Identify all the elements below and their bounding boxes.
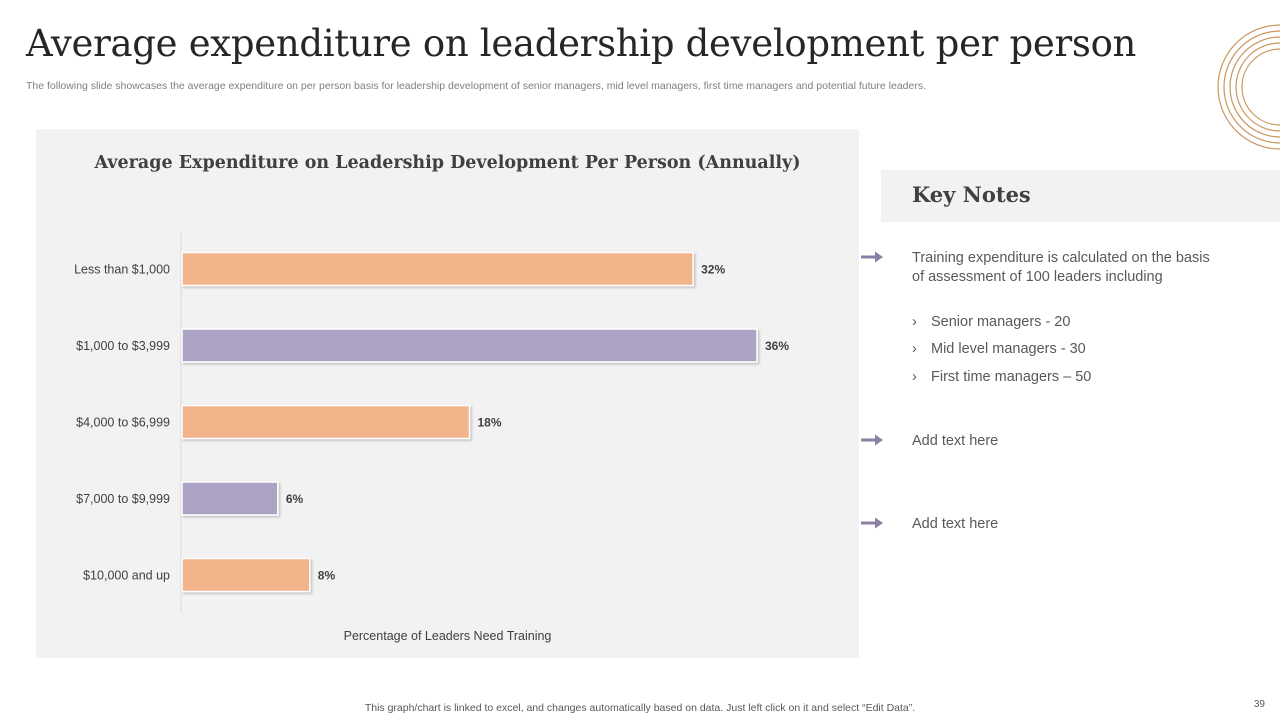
- right-arrow-icon: [861, 251, 883, 263]
- bullet-chevron-icon: ›: [912, 314, 917, 330]
- bar: [181, 557, 311, 593]
- category-label: $1,000 to $3,999: [76, 339, 170, 353]
- bar-chart: Less than $1,000 32% $1,000 to $3,999 36% $4…: [74, 232, 789, 612]
- data-label: 32%: [701, 263, 725, 277]
- key-note-bullet: › Mid level managers - 30: [912, 341, 1086, 357]
- key-note-3: Add text here: [912, 516, 999, 532]
- key-note-bullet: › Senior managers - 20: [912, 314, 1070, 330]
- category-label: $4,000 to $6,999: [76, 416, 170, 430]
- key-notes-header: Key Notes: [881, 170, 1280, 222]
- slide-subtitle: The following slide showcases the averag…: [26, 80, 926, 92]
- bar: [181, 251, 694, 287]
- x-axis-label: Percentage of Leaders Need Training: [343, 629, 552, 643]
- bullet-chevron-icon: ›: [912, 369, 917, 385]
- data-label: 8%: [318, 569, 336, 583]
- key-note-2: Add text here: [912, 433, 999, 449]
- bullet-text: Mid level managers - 30: [931, 341, 1086, 357]
- slide-title: Average expenditure on leadership develo…: [26, 22, 1137, 65]
- bullet-text: First time managers – 50: [931, 369, 1092, 385]
- key-note-bullet: › First time managers – 50: [912, 369, 1091, 385]
- page-number: 39: [1253, 699, 1265, 710]
- chart-panel: Average Expenditure on Leadership Develo…: [36, 129, 859, 658]
- bar: [181, 481, 279, 516]
- right-arrow-icon: [861, 517, 883, 529]
- category-label: Less than $1,000: [74, 263, 170, 277]
- data-label: 6%: [286, 492, 304, 506]
- bar: [181, 328, 758, 363]
- bullet-chevron-icon: ›: [912, 341, 917, 357]
- category-label: $10,000 and up: [83, 569, 170, 583]
- footer-note: This graph/chart is linked to excel, and…: [364, 702, 916, 714]
- key-notes-title: Key Notes: [912, 182, 1031, 207]
- right-arrow-icon: [861, 434, 883, 446]
- key-note-1: Training expenditure is calculated on th…: [912, 250, 1210, 285]
- bar: [181, 404, 471, 440]
- category-label: $7,000 to $9,999: [76, 492, 170, 506]
- data-label: 18%: [478, 416, 502, 430]
- decorative-rings-icon: [1217, 24, 1280, 150]
- bullet-text: Senior managers - 20: [931, 314, 1071, 330]
- chart-title: Average Expenditure on Leadership Develo…: [94, 153, 801, 173]
- data-label: 36%: [765, 339, 789, 353]
